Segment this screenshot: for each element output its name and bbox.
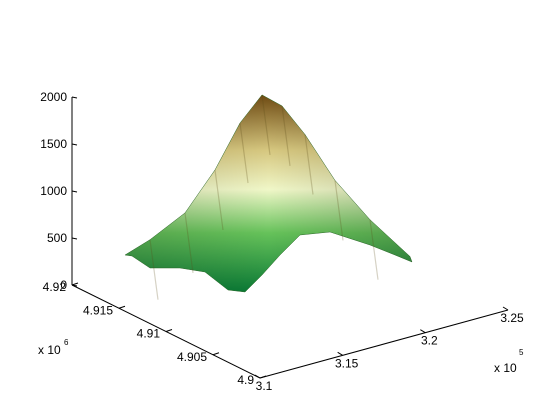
x-tick	[254, 374, 261, 379]
x-tick	[502, 306, 509, 311]
x-multiplier-exponent: 5	[519, 348, 524, 357]
surface-ridge	[334, 180, 344, 241]
z-tick	[71, 96, 78, 99]
surface-ridge	[239, 122, 249, 184]
y-tick-label: 4.9	[237, 373, 254, 387]
y-tick	[71, 282, 79, 286]
y-multiplier-exponent: 6	[64, 338, 69, 347]
y-tick-label: 4.915	[83, 303, 113, 317]
surface-plot	[124, 94, 413, 300]
z-tick	[71, 237, 78, 240]
y-tick	[118, 305, 126, 309]
surface-ridge	[261, 94, 271, 155]
x-tick-label: 3.15	[335, 356, 359, 370]
y-tick-label: 4.91	[137, 327, 161, 341]
y-tick-label: 4.92	[43, 280, 67, 294]
z-tick-label: 0	[60, 278, 67, 292]
z-tick-label: 1000	[40, 184, 67, 198]
surface-ridge	[281, 105, 291, 166]
x-multiplier-label: x 10	[494, 361, 517, 375]
z-tick	[71, 143, 78, 146]
x-tick-label: 3.2	[421, 334, 438, 348]
surface-ridge	[214, 169, 224, 230]
surface-ridge	[149, 239, 159, 300]
z-tick-label: 1500	[40, 137, 67, 151]
x-axis-ticks: 3.1 3.15 3.2 3.25	[254, 306, 524, 393]
surface-ridge	[304, 134, 314, 195]
y-tick	[259, 375, 267, 379]
x-tick	[420, 329, 426, 334]
x-axis-line	[259, 309, 509, 379]
surface-ridge	[184, 212, 194, 273]
y-tick	[212, 352, 220, 356]
surface-ridge	[369, 219, 379, 280]
surface-shading	[125, 94, 412, 293]
z-tick-label: 2000	[40, 90, 67, 104]
y-tick	[165, 329, 173, 332]
z-tick	[71, 190, 78, 193]
y-tick-label: 4.905	[177, 350, 207, 364]
x-tick-label: 3.1	[256, 379, 273, 393]
z-axis-ticks: 0 500 1000 1500 2000	[40, 90, 78, 292]
z-tick-label: 500	[47, 231, 67, 245]
x-tick-label: 3.25	[500, 311, 524, 325]
y-multiplier-label: x 10	[38, 343, 61, 357]
y-axis-ticks: 4.9 4.905 4.91 4.915 4.92	[43, 280, 267, 387]
x-tick	[337, 351, 343, 356]
